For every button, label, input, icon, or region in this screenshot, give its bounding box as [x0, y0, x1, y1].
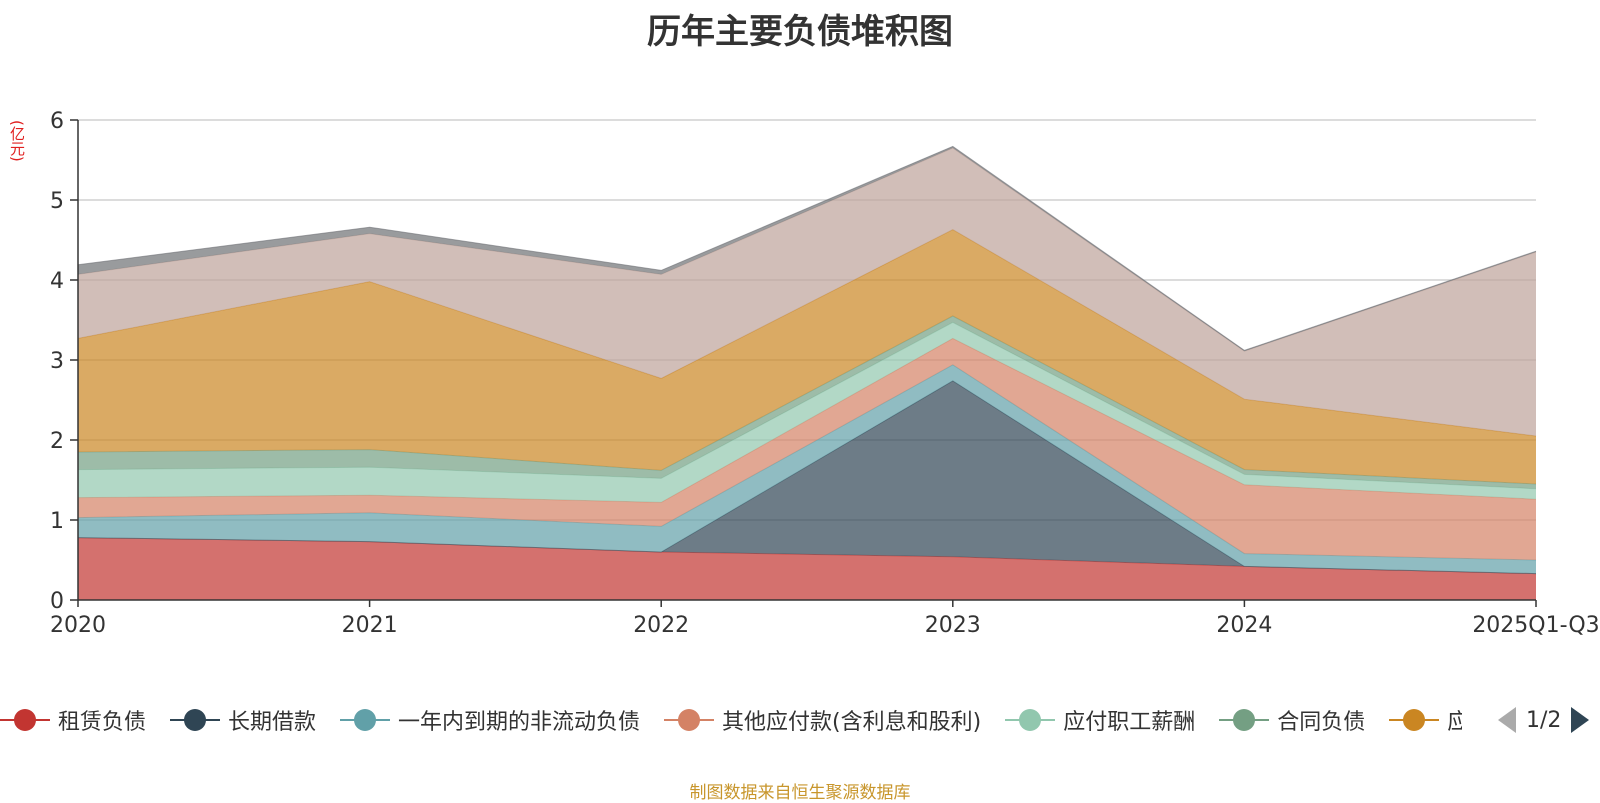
legend-marker-icon — [1005, 709, 1056, 731]
legend-marker-icon — [0, 709, 50, 731]
legend-label: 租赁负债 — [58, 710, 147, 735]
area-series-长期借款[interactable] — [78, 380, 1536, 574]
source-note: 制图数据来自恒生聚源数据库 — [689, 783, 911, 803]
legend-marker-icon — [340, 709, 391, 731]
stacked-areas — [77, 145, 1537, 600]
y-tick-label: 6 — [50, 109, 64, 134]
y-tick-label: 5 — [50, 189, 64, 214]
x-tick-label: 2025Q1-Q3 — [1472, 613, 1599, 638]
chart-plot: 0 1 2 3 4 5 6 2020 2021 2022 2023 2024 2025Q1-Q3 — [50, 109, 1600, 638]
legend-label: 其他应付款(含利息和股利) — [722, 710, 982, 735]
y-tick-label: 3 — [50, 349, 64, 374]
area-series-应付账款[interactable] — [78, 229, 1536, 484]
legend-items: 租赁负债 长期借款 一年内到期的非流动负债 其他应付款(含利息和股利) 应付职工薪酬 合同… — [0, 700, 1462, 740]
x-tick-label: 2022 — [633, 613, 689, 638]
legend-label: 应付职工薪酬 — [1063, 710, 1196, 735]
chart-title: 历年主要负债堆积图 — [647, 12, 953, 52]
legend-marker-icon — [1389, 709, 1440, 731]
legend-label: 应付账款 — [1447, 710, 1462, 735]
x-tick-label: 2023 — [925, 613, 981, 638]
legend-item[interactable]: 合同负债 — [1219, 700, 1365, 740]
legend-marker-icon — [1219, 709, 1270, 731]
area-series-租赁负债[interactable] — [78, 537, 1536, 600]
legend-page-indicator: 1/2 — [1526, 707, 1562, 733]
area-series-应付职工薪酬[interactable] — [78, 322, 1536, 503]
legend-label: 长期借款 — [228, 710, 317, 735]
y-tick-label: 1 — [50, 509, 64, 534]
triangle-left-icon[interactable] — [1496, 705, 1518, 735]
legend-item[interactable]: 租赁负债 — [0, 700, 146, 740]
legend-item[interactable]: 一年内到期的非流动负债 — [340, 700, 640, 740]
area-series-一年内到期的非流动负债[interactable] — [78, 364, 1536, 574]
triangle-right-icon[interactable] — [1569, 705, 1591, 735]
y-axis-unit-label: (亿元) — [8, 120, 26, 162]
area-series-其他应付款(含利息和股利)[interactable] — [78, 338, 1536, 560]
area-series-应付票据[interactable] — [78, 148, 1536, 436]
x-tick-label: 2021 — [342, 613, 398, 638]
legend-item[interactable]: 应付职工薪酬 — [1005, 700, 1195, 740]
legend-label: 合同负债 — [1277, 710, 1366, 735]
y-tick-label: 0 — [50, 589, 64, 614]
axes: 0 1 2 3 4 5 6 2020 2021 2022 2023 2024 2025Q1-Q3 — [50, 109, 1600, 638]
legend-item[interactable]: 应付账款 — [1389, 700, 1462, 740]
area-edge-应交税费 — [77, 145, 1537, 351]
y-tick-label: 4 — [50, 269, 64, 294]
y-tick-label: 2 — [50, 429, 64, 454]
legend-item[interactable]: 其他应付款(含利息和股利) — [664, 700, 981, 740]
legend-marker-icon — [170, 709, 221, 731]
legend-label: 一年内到期的非流动负债 — [398, 710, 641, 735]
legend-item[interactable]: 长期借款 — [170, 700, 316, 740]
legend-pager: 1/2 — [1496, 700, 1591, 740]
legend-marker-icon — [664, 709, 715, 731]
x-tick-label: 2024 — [1216, 613, 1272, 638]
x-tick-label: 2020 — [50, 613, 106, 638]
legend: 租赁负债 长期借款 一年内到期的非流动负债 其他应付款(含利息和股利) 应付职工薪酬 合同… — [0, 700, 1600, 740]
